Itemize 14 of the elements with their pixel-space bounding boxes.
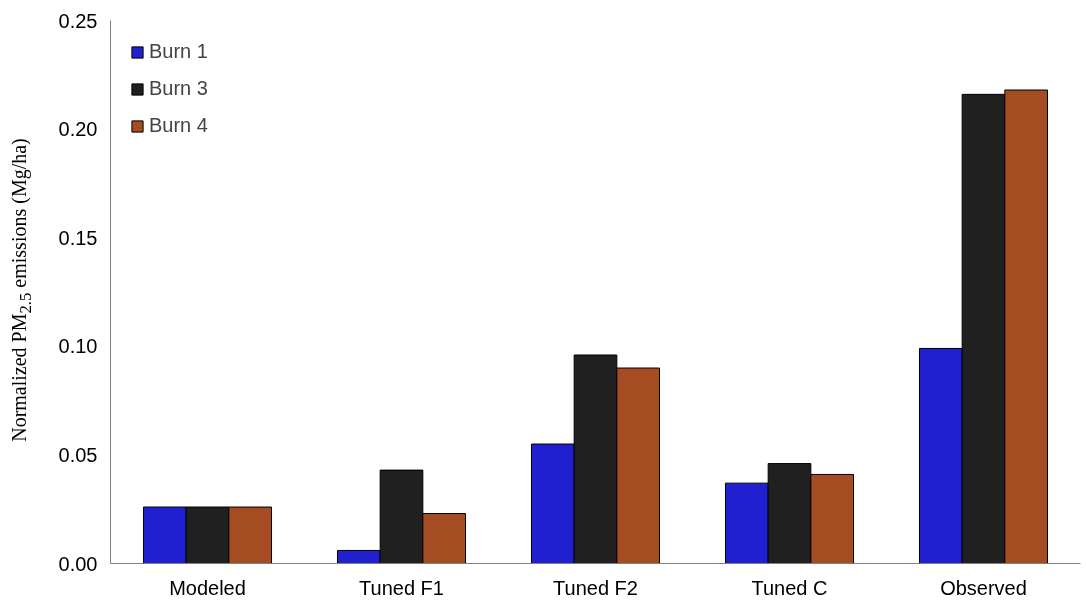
x-tick-label: Tuned C [751, 576, 828, 599]
legend-label: Burn 1 [149, 40, 208, 63]
y-tick-label: 0.00 [58, 552, 98, 575]
x-tick-label: Tuned F1 [359, 576, 444, 599]
y-tick-label: 0.10 [58, 335, 98, 358]
x-tick-label: Observed [940, 576, 1027, 599]
y-tick-label: 0.05 [58, 443, 98, 466]
x-tick-label: Modeled [169, 576, 246, 599]
legend-label: Burn 3 [149, 77, 208, 100]
y-tick-label: 0.25 [58, 9, 98, 32]
y-tick-label: 0.15 [58, 226, 98, 249]
legend-label: Burn 4 [149, 114, 208, 137]
y-tick-label: 0.20 [58, 118, 98, 141]
x-tick-label: Tuned F2 [553, 576, 638, 599]
